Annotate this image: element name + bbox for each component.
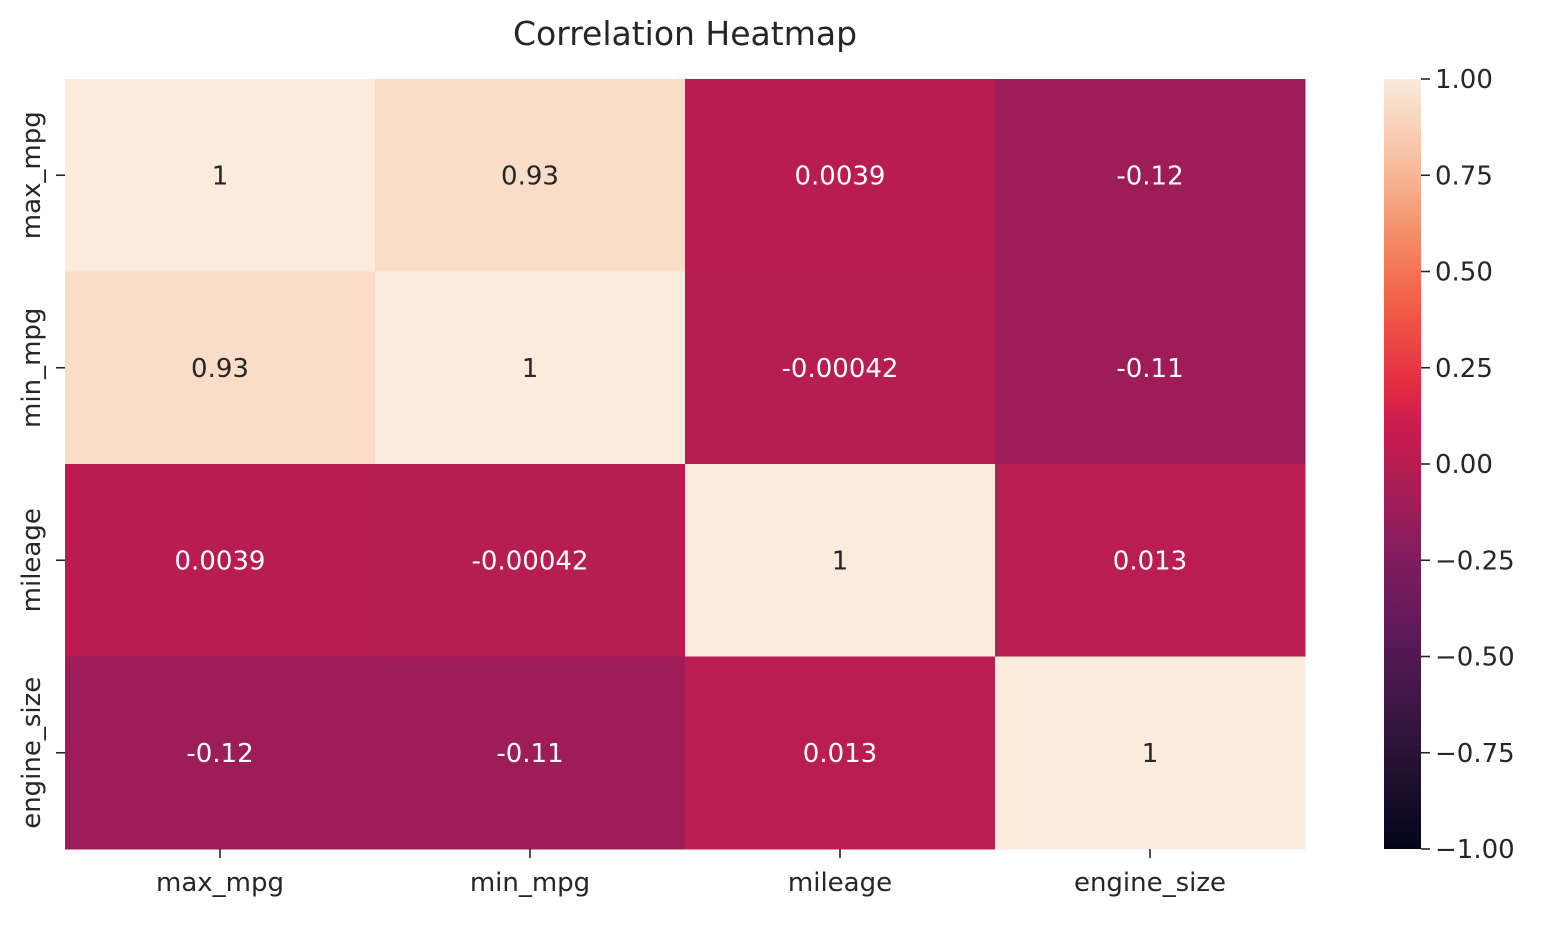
y-tick-label: min_mpg [17, 308, 47, 428]
x-tick-label: engine_size [1074, 868, 1226, 898]
x-tick-label: mileage [788, 868, 892, 898]
colorbar-tick-label: −1.00 [1435, 835, 1515, 865]
cell-label: -0.00042 [782, 354, 899, 384]
colorbar-tick-label: 0.50 [1435, 258, 1493, 288]
colorbar-tick-label: −0.50 [1435, 643, 1515, 673]
heatmap-cell [65, 464, 376, 657]
y-tick-label: engine_size [17, 677, 47, 829]
heatmap-cells: 1 0.93 0.0039 -0.12 0.93 1 -0.00042 -0.11 0.0039… [65, 79, 1306, 850]
cell-label: 0.013 [1113, 546, 1187, 576]
heatmap-cell [65, 656, 376, 850]
cell-label: -0.12 [1116, 161, 1183, 191]
colorbar-gradient [1384, 79, 1421, 849]
cell-label: 0.93 [191, 354, 249, 384]
cell-label: 1 [522, 354, 539, 384]
colorbar-tick-label: 0.25 [1435, 354, 1493, 384]
cell-label: 0.013 [803, 739, 877, 769]
chart-title: Correlation Heatmap [512, 14, 858, 53]
heatmap-cell [375, 464, 686, 657]
x-tick-label: max_mpg [156, 868, 284, 898]
heatmap-cell [65, 79, 376, 272]
cell-label: 1 [212, 161, 229, 191]
x-tick-label: min_mpg [470, 868, 590, 898]
cell-label: -0.11 [1116, 354, 1183, 384]
heatmap-cell [685, 464, 996, 657]
y-tick-label: max_mpg [17, 111, 47, 239]
colorbar-tick-label: 1.00 [1435, 65, 1493, 95]
colorbar: 1.00 0.75 0.50 0.25 0.00 −0.25 −0.50 −0.75 −1.00 [1384, 65, 1515, 865]
heatmap-cell [995, 271, 1306, 465]
colorbar-tick-label: 0.00 [1435, 450, 1493, 480]
heatmap-cell [995, 79, 1306, 272]
colorbar-tick-label: −0.25 [1435, 546, 1515, 576]
colorbar-tick-label: 0.75 [1435, 161, 1493, 191]
heatmap-cell [995, 656, 1306, 850]
heatmap-cell [995, 464, 1306, 657]
cell-label: 1 [832, 546, 849, 576]
heatmap-cell [375, 656, 686, 850]
cell-label: 0.93 [501, 161, 559, 191]
heatmap-cell [375, 271, 686, 465]
y-tick-label: mileage [17, 508, 47, 612]
heatmap-cell [685, 271, 996, 465]
cell-label: 0.0039 [175, 546, 266, 576]
heatmap-cell [375, 79, 686, 272]
heatmap-cell [685, 656, 996, 850]
heatmap-cell [685, 79, 996, 272]
cell-label: -0.00042 [472, 546, 589, 576]
cell-label: 1 [1142, 739, 1159, 769]
cell-label: -0.12 [186, 739, 253, 769]
colorbar-tick-label: −0.75 [1435, 739, 1515, 769]
cell-label: -0.11 [496, 739, 563, 769]
cell-label: 0.0039 [795, 161, 886, 191]
x-axis: max_mpg min_mpg mileage engine_size [156, 849, 1226, 898]
heatmap-cell [65, 271, 376, 465]
